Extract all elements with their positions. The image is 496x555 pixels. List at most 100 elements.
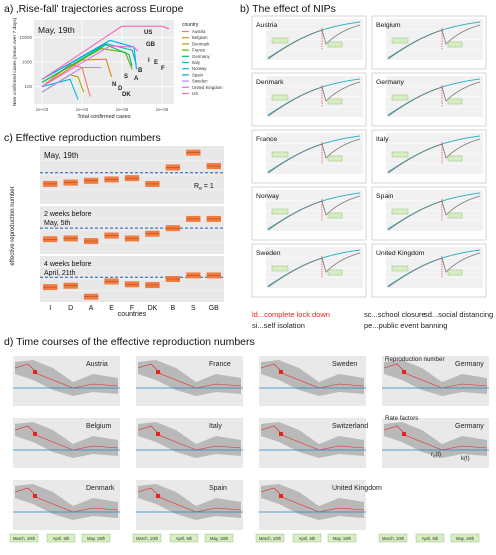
r-label: re(t) <box>431 452 441 459</box>
r-symbol: r <box>431 452 433 458</box>
category-label: I <box>49 305 51 312</box>
legend-entry: US <box>192 91 198 96</box>
timecourse-panel: Spain <box>136 480 243 530</box>
date-box-label: April, 5th <box>53 536 70 541</box>
date-box <box>378 533 408 543</box>
nip-country-label: Denmark <box>256 79 284 86</box>
date-box-label: March, 10th <box>136 536 159 541</box>
nip-date-box <box>447 269 463 276</box>
x-tick-label: 1e+04 <box>76 107 89 112</box>
timecourse-panel: Germany <box>382 418 489 468</box>
confidence-band <box>384 422 487 458</box>
nip-grid: Austria Belgium Denmark Germany France Italy N… <box>251 15 487 298</box>
series-line-germany <box>41 44 133 83</box>
confidence-band <box>261 360 364 396</box>
date-box <box>132 533 162 543</box>
nip-panel: Spain <box>371 186 487 241</box>
date-box-label: May, 19th <box>456 536 475 541</box>
re-line <box>137 363 242 389</box>
nip-date-box <box>447 155 463 162</box>
nip-country-label: France <box>256 136 277 143</box>
legend-entry: France <box>192 48 206 53</box>
category-label: DK <box>148 305 158 312</box>
date-box <box>255 533 285 543</box>
re-line <box>383 363 488 389</box>
x-tick-label: 1e+05 <box>116 107 129 112</box>
nip-date-box <box>271 94 289 101</box>
x-tick-label: 1e+06 <box>156 107 169 112</box>
intervention-marker <box>279 494 283 498</box>
confidence-band <box>261 484 364 520</box>
curve-label: D <box>118 86 123 92</box>
x-axis-label: countries <box>118 311 147 316</box>
legend-entry: Italy <box>192 60 201 65</box>
nip-date-box <box>447 41 463 48</box>
nip-date-box <box>327 212 343 219</box>
timecourse-country: Denmark <box>86 485 115 492</box>
panel-b-grid: Austria Belgium Denmark Germany France Italy N… <box>250 14 494 310</box>
legend-entry: Spain <box>192 72 204 77</box>
curve-label: I <box>148 58 150 64</box>
intervention-marker <box>33 370 37 374</box>
nip-date-box <box>271 151 289 158</box>
nip-data-line <box>267 252 361 288</box>
nip-panel: France <box>251 129 367 184</box>
legend-title: country <box>182 22 199 28</box>
panel-a-chart: 1e+03 1e+04 1e+05 1e+06 100 1000 10000 Total co… <box>4 16 230 128</box>
nip-panel: Sweden <box>251 243 367 298</box>
timecourse-country: Switzerland <box>332 423 368 430</box>
nip-date-box <box>271 208 289 215</box>
legend-sc: sc...school closure <box>364 310 426 319</box>
date-box-label: March, 10th <box>259 536 282 541</box>
date-box-label: April, 5th <box>299 536 316 541</box>
date-box <box>415 533 445 543</box>
re-line <box>260 425 365 451</box>
reproduction-chart: effective reproduction number May, 19th 2 … <box>10 146 224 318</box>
nip-country-label: Austria <box>256 22 277 29</box>
nip-panel: Denmark <box>251 72 367 127</box>
rate-factors-label: Rate factors <box>385 415 418 422</box>
timecourse-panel: Sweden <box>259 356 366 406</box>
category-label: D <box>68 305 73 312</box>
date-box <box>327 533 357 543</box>
re-line <box>137 487 242 513</box>
nip-data-line <box>267 195 361 231</box>
nip-panel: Austria <box>251 15 367 70</box>
intervention-marker <box>279 370 283 374</box>
nip-panel: Germany <box>371 72 487 127</box>
re-line <box>260 487 365 513</box>
date-box-label: March, 10th <box>13 536 36 541</box>
legend-pe: pe...public event banning <box>364 321 448 330</box>
panel-c-chart: effective reproduction number May, 19th 2 … <box>4 144 240 318</box>
timecourse-panel: France <box>136 356 243 406</box>
legend-entry: Sweden <box>192 79 208 84</box>
category-label: F <box>130 305 134 312</box>
reference-label: Re = 1 <box>194 183 214 192</box>
y-tick-label: 10000 <box>19 35 32 40</box>
nip-data-line <box>267 24 361 60</box>
date-box-label: April, 5th <box>422 536 439 541</box>
trajectory-chart: 1e+03 1e+04 1e+05 1e+06 100 1000 10000 Total co… <box>12 17 223 120</box>
intervention-marker <box>156 494 160 498</box>
re-line <box>14 487 119 513</box>
curve-label: N <box>112 82 116 88</box>
nip-data-line <box>267 138 361 174</box>
nip-date-box <box>327 269 343 276</box>
r-subscript: e <box>433 454 436 459</box>
nip-legend: ld...complete lock down sc...school clos… <box>252 310 496 340</box>
nip-data-line <box>387 24 481 60</box>
panel-b-title: b) The effect of NIPs <box>240 3 336 15</box>
nip-country-label: United Kingdom <box>376 250 425 257</box>
legend-entry: Belgium <box>192 35 208 40</box>
subpanel-label: May, 5th <box>44 220 70 227</box>
x-tick-label: 1e+03 <box>36 107 49 112</box>
category-label: S <box>191 305 196 312</box>
category-label: E <box>109 305 114 312</box>
reference-symbol: R <box>194 183 199 190</box>
date-box-label: May, 19th <box>87 536 106 541</box>
nip-data-line <box>387 138 481 174</box>
y-axis-label: New confirmed cases (mean over 7 days) <box>12 17 18 106</box>
y-tick-label: 1000 <box>22 60 33 65</box>
curve-label: US <box>144 30 152 36</box>
nip-date-box <box>391 151 409 158</box>
